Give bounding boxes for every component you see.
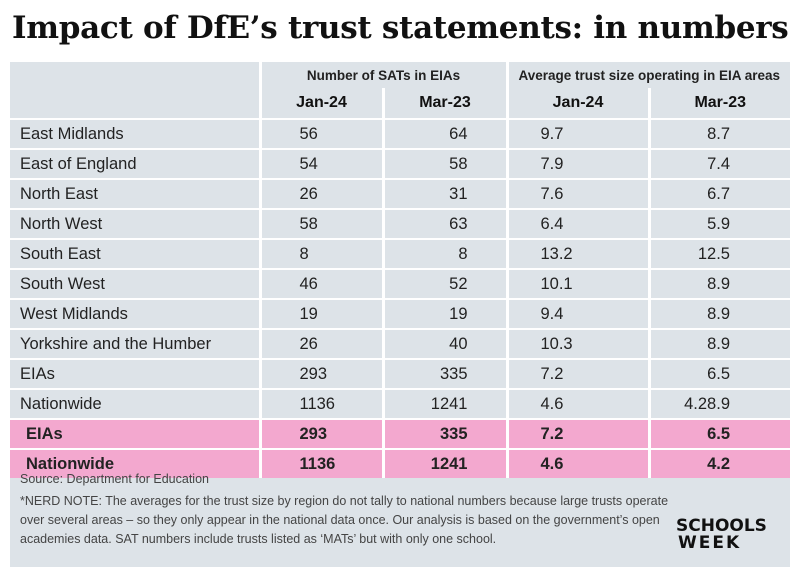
cell: 4.2: [647, 448, 790, 478]
cell: 8: [258, 238, 383, 269]
col-header-trust-jan24: Jan-24: [505, 88, 649, 119]
table-row: East of England 54 58 7.9 7.4: [10, 148, 790, 179]
cell: 8.9: [647, 328, 790, 359]
table-row: North West 58 63 6.4 5.9: [10, 208, 790, 239]
cell: 13.2: [505, 238, 649, 269]
cell: 6.7: [647, 178, 790, 209]
group-header-trust-size: Average trust size operating in EIA area…: [505, 62, 790, 88]
header-blank: [10, 62, 260, 88]
cell: 12.5: [647, 238, 790, 269]
page-title: Impact of DfE’s trust statements: in num…: [12, 10, 789, 46]
table-row: East Midlands 56 64 9.7 8.7: [10, 118, 790, 149]
row-label: East of England: [10, 148, 260, 179]
row-label: East Midlands: [10, 118, 260, 149]
cell: 7.2: [505, 358, 649, 389]
nerd-note: *NERD NOTE: The averages for the trust s…: [20, 494, 669, 546]
table-row: EIAs 293 335 7.2 6.5: [10, 358, 790, 389]
row-label: North East: [10, 178, 260, 209]
cell: 40: [381, 328, 507, 359]
col-header-trust-mar23: Mar-23: [647, 88, 790, 119]
cell: 4.28.9: [647, 388, 790, 419]
cell: 6.5: [647, 418, 790, 449]
cell: 8.9: [647, 268, 790, 299]
cell: 19: [381, 298, 507, 329]
cell: 6.5: [647, 358, 790, 389]
cell: 10.3: [505, 328, 649, 359]
source-note: Source: Department for Education: [20, 472, 209, 486]
cell: 8.7: [647, 118, 790, 149]
cell: 52: [381, 268, 507, 299]
cell: 335: [381, 358, 507, 389]
cell: 58: [258, 208, 383, 239]
table-row: West Midlands 19 19 9.4 8.9: [10, 298, 790, 329]
table-row: North East 26 31 7.6 6.7: [10, 178, 790, 209]
cell: 9.7: [505, 118, 649, 149]
cell: 8: [381, 238, 507, 269]
row-label: West Midlands: [10, 298, 260, 329]
cell: 19: [258, 298, 383, 329]
cell: 7.2: [505, 418, 649, 449]
row-label: EIAs: [10, 418, 260, 449]
cell: 31: [381, 178, 507, 209]
cell: 5.9: [647, 208, 790, 239]
cell: 4.6: [505, 388, 649, 419]
footnotes: Source: Department for Education *NERD N…: [20, 470, 680, 549]
total-row-eias: EIAs 293 335 7.2 6.5: [10, 418, 790, 449]
cell: 1136: [258, 388, 383, 419]
col-header-sats-jan24: Jan-24: [258, 88, 383, 119]
logo-line-2: WEEK: [678, 533, 742, 553]
table-row: South East 8 8 13.2 12.5: [10, 238, 790, 269]
cell: 1241: [381, 448, 507, 478]
cell: 1136: [258, 448, 383, 478]
cell: 64: [381, 118, 507, 149]
cell: 63: [381, 208, 507, 239]
cell: 9.4: [505, 298, 649, 329]
row-label: Yorkshire and the Humber: [10, 328, 260, 359]
cell: 4.6: [505, 448, 649, 478]
header-blank: [10, 88, 260, 119]
schools-week-logo: SCHOOLS WEEK: [676, 518, 776, 552]
cell: 7.4: [647, 148, 790, 179]
data-table: Number of SATs in EIAs Average trust siz…: [10, 62, 790, 478]
cell: 7.6: [505, 178, 649, 209]
cell: 6.4: [505, 208, 649, 239]
cell: 293: [258, 358, 383, 389]
total-row-nationwide: Nationwide 1136 1241 4.6 4.2: [10, 448, 790, 478]
cell: 10.1: [505, 268, 649, 299]
group-header-sats: Number of SATs in EIAs: [258, 62, 507, 88]
cell: 1241: [381, 388, 507, 419]
table-row: South West 46 52 10.1 8.9: [10, 268, 790, 299]
cell: 335: [381, 418, 507, 449]
cell: 293: [258, 418, 383, 449]
row-label: EIAs: [10, 358, 260, 389]
cell: 56: [258, 118, 383, 149]
logo-line-1: SCHOOLS: [676, 516, 767, 536]
cell: 7.9: [505, 148, 649, 179]
row-label: North West: [10, 208, 260, 239]
cell: 46: [258, 268, 383, 299]
row-label: Nationwide: [10, 388, 260, 419]
row-label: South East: [10, 238, 260, 269]
table-row: Yorkshire and the Humber 26 40 10.3 8.9: [10, 328, 790, 359]
row-label: Nationwide: [10, 448, 260, 478]
cell: 58: [381, 148, 507, 179]
col-header-sats-mar23: Mar-23: [381, 88, 507, 119]
cell: 54: [258, 148, 383, 179]
table-row: Nationwide 1136 1241 4.6 4.28.9: [10, 388, 790, 419]
cell: 26: [258, 328, 383, 359]
cell: 26: [258, 178, 383, 209]
row-label: South West: [10, 268, 260, 299]
cell: 8.9: [647, 298, 790, 329]
